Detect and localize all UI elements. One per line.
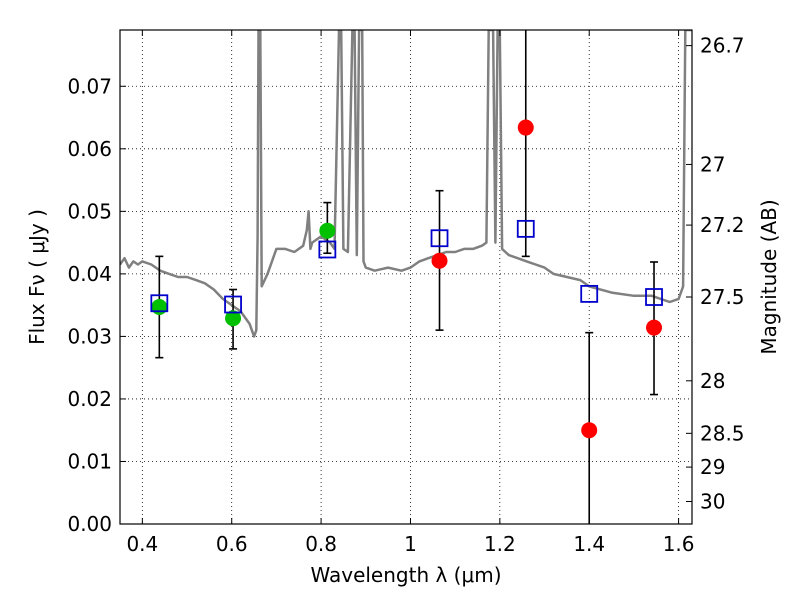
x-tick-label: 1.6 xyxy=(663,532,695,556)
data-point xyxy=(319,222,336,239)
model-point xyxy=(516,219,535,238)
mag-tick-label: 27.2 xyxy=(700,213,745,237)
y-tick-label: 0.07 xyxy=(67,74,112,98)
marker-layer xyxy=(150,119,663,439)
model-point xyxy=(645,288,663,306)
y-tick-label: 0.01 xyxy=(67,449,112,473)
x-tick-label: 0.8 xyxy=(305,532,337,556)
plot-frame xyxy=(119,29,693,525)
tick-layer: 0.4 0.6 0.8 1 1.2 1.4 1.6 0.00 0.01 0.02 0.03 0.04 0… xyxy=(67,30,745,556)
mag-tick-label: 26.7 xyxy=(700,34,745,58)
mag-tick-label: 30 xyxy=(700,489,725,513)
mag-tick-label: 28.5 xyxy=(700,421,745,445)
model-point xyxy=(224,295,242,314)
mag-tick-label: 28 xyxy=(700,369,725,393)
y-tick-label: 0.05 xyxy=(67,199,112,223)
x-axis-title: Wavelength λ (μm) xyxy=(310,563,501,587)
x-tick-label: 0.4 xyxy=(126,532,158,556)
right-axis-title: Magnitude (AB) xyxy=(757,199,781,354)
x-tick-label: 0.6 xyxy=(216,532,248,556)
model-point xyxy=(318,240,337,259)
data-point xyxy=(225,310,242,327)
y-tick-label: 0.03 xyxy=(67,324,112,348)
data-point xyxy=(431,252,448,269)
spectrum-line-layer xyxy=(120,30,692,338)
x-tick-label: 1.2 xyxy=(484,532,516,556)
x-tick-label: 1.4 xyxy=(573,532,605,556)
data-point xyxy=(151,299,168,316)
y-tick-label: 0.06 xyxy=(67,137,112,161)
grid xyxy=(120,30,692,525)
data-point xyxy=(581,422,598,439)
mag-tick-label: 29 xyxy=(700,455,725,479)
y-axis-title: Flux Fν ( μJy ) xyxy=(25,209,49,345)
data-point xyxy=(646,319,663,336)
y-tick-label: 0.02 xyxy=(67,387,112,411)
model-point xyxy=(150,294,169,313)
data-point xyxy=(517,119,534,136)
model-point xyxy=(580,284,599,303)
model-point xyxy=(430,229,449,248)
mag-tick-label: 27.5 xyxy=(700,285,745,309)
y-tick-label: 0.04 xyxy=(67,262,112,286)
mag-tick-label: 27 xyxy=(700,152,725,176)
y-tick-label: 0.00 xyxy=(67,512,112,536)
errorbar-layer xyxy=(155,30,659,524)
spectrum-line xyxy=(120,30,692,338)
x-tick-label: 1 xyxy=(404,532,417,556)
